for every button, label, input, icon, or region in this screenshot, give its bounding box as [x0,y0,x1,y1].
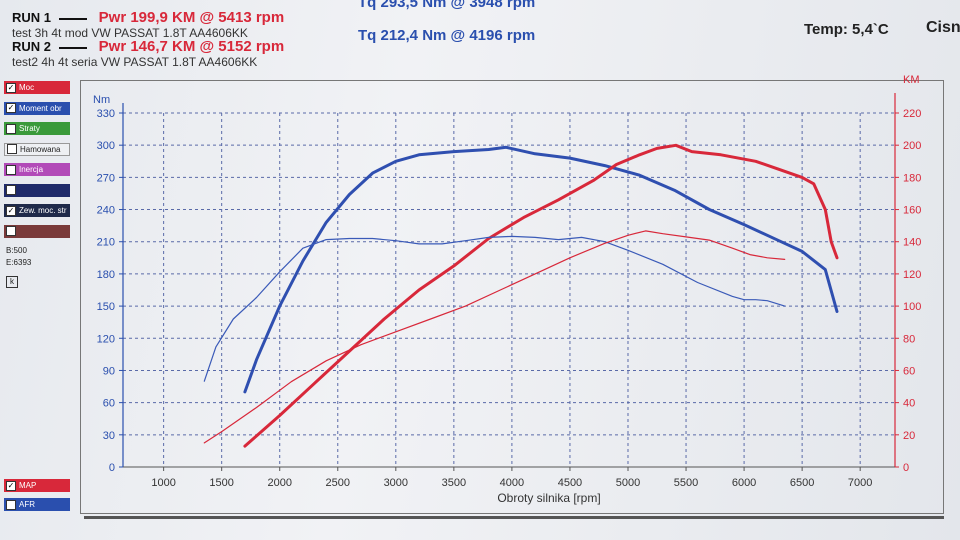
checkbox-sidebar-2[interactable] [6,123,16,134]
y-left-tick-label: 120 [97,333,115,345]
y-left-tick-label: 270 [97,172,115,184]
checkbox-sidebar-4[interactable] [6,164,16,175]
x-tick-label: 3500 [442,477,466,489]
y-left-tick-label: 240 [97,205,115,217]
y-left-tick-label: 210 [97,237,115,249]
e-value: E:6393 [6,258,32,267]
run2-header: RUN 2 Pwr 146,7 KM @ 5152 rpm [12,38,284,55]
y-right-tick-label: 220 [903,108,921,120]
y-left-tick-label: 300 [97,140,115,152]
series-line-2 [203,235,786,382]
sidebar-item-label: Hamowana [20,144,61,154]
sidebar-item-7[interactable] [4,224,70,238]
bottom-rule [84,516,944,519]
sidebar-item-label: Inercja [19,165,44,174]
x-tick-label: 6500 [790,477,814,489]
y-right-unit-label: KM [903,74,920,86]
sidebar-item-label: Straty [19,124,40,133]
x-tick-label: 3000 [384,477,408,489]
run2-description: test2 4h 4t seria VW PASSAT 1.8T AA4606K… [12,55,258,69]
y-right-tick-label: 0 [903,462,909,474]
y-right-tick-label: 80 [903,333,915,345]
sidebar-item-0[interactable]: ✓ Moc [4,81,70,94]
y-left-tick-label: 150 [97,301,115,313]
y-right-tick-label: 40 [903,398,915,410]
y-left-tick-label: 90 [103,365,115,377]
series-line-0 [243,145,839,394]
sidebar-item-label: Zew. moc. str [19,206,67,215]
y-right-tick-label: 100 [903,301,921,313]
sidebar-bottom-item-label: AFR [19,500,35,509]
series-line-1 [243,143,839,448]
x-tick-label: 6000 [732,477,756,489]
x-tick-label: 2000 [267,477,291,489]
y-left-unit-label: Nm [93,94,110,106]
run2-label: RUN 2 [12,39,52,54]
y-right-tick-label: 20 [903,430,915,442]
y-left-tick-label: 60 [103,398,115,410]
checkbox-sidebar-bottom-0[interactable]: ✓ [6,480,16,491]
y-right-tick-label: 180 [903,172,921,184]
checkbox-sidebar-0[interactable]: ✓ [6,82,16,93]
y-right-tick-label: 200 [903,140,921,152]
y-left-tick-label: 330 [97,108,115,120]
chart-frame [80,80,944,514]
sidebar-bottom-item-1[interactable]: AFR [4,498,70,511]
checkbox-sidebar-7[interactable] [6,226,16,236]
b-value: B:500 [6,246,27,255]
sidebar-bottom-item-label: MAP [19,481,37,490]
x-axis-label: Obroty silnika [rpm] [497,491,600,505]
y-right-tick-label: 60 [903,365,915,377]
y-right-tick-label: 120 [903,269,921,281]
sidebar-item-1[interactable]: ✓ Moment obr [4,101,70,115]
checkbox-sidebar-bottom-1[interactable] [6,499,16,510]
checkbox-sidebar-5[interactable] [6,185,16,195]
run1-torque-peak: Tq 293,5 Nm @ 3948 rpm [358,0,536,11]
x-tick-label: 1000 [151,477,175,489]
run1-label: RUN 1 [12,10,52,25]
x-tick-label: 4000 [500,477,524,489]
x-tick-label: 5000 [616,477,640,489]
chart-grid [123,112,895,468]
checkbox-sidebar-6[interactable]: ✓ [6,205,16,216]
run2-line-sample [59,46,88,49]
sidebar-item-6[interactable]: ✓ Zew. moc. str [4,204,70,217]
sidebar-item-5[interactable] [4,183,70,197]
chart-series [203,143,839,448]
checkbox-sidebar-1[interactable]: ✓ [6,103,16,113]
y-right-tick-label: 160 [903,205,921,217]
x-tick-label: 4500 [558,477,582,489]
series-line-3 [203,230,786,444]
sidebar-item-label: Moment obr [19,103,62,113]
y-left-tick-label: 180 [97,269,115,281]
x-tick-label: 7000 [848,477,872,489]
sidebar-item-label: Moc [19,83,35,92]
sidebar-bottom-item-0[interactable]: ✓ MAP [4,479,70,492]
sidebar-item-3[interactable]: Hamowana [4,142,70,156]
run1-header: RUN 1 Pwr 199,9 KM @ 5413 rpm [12,9,284,26]
run1-line-sample [59,17,88,20]
run2-power-peak: Pwr 146,7 KM @ 5152 rpm [98,38,285,55]
pressure-label: Cisn [926,19,960,36]
run1-power-peak: Pwr 199,9 KM @ 5413 rpm [98,9,285,26]
chart-axes: 1000 1500 2000 2500 3000 3500 4000 4500 5000 5500… [93,74,921,505]
sidebar-item-4[interactable]: Inercja [4,163,70,176]
x-tick-label: 2500 [326,477,350,489]
x-tick-label: 1500 [209,477,233,489]
y-left-tick-label: 0 [109,462,115,474]
k-button[interactable]: k [6,276,18,288]
y-right-tick-label: 140 [903,237,921,249]
run2-torque-peak: Tq 212,4 Nm @ 4196 rpm [358,27,536,44]
x-tick-label: 5500 [674,477,698,489]
sidebar-item-2[interactable]: Straty [4,122,70,135]
run1-description: test 3h 4t mod VW PASSAT 1.8T AA4606KK [12,26,248,40]
y-left-tick-label: 30 [103,430,115,442]
temperature-readout: Temp: 5,4`C [804,21,889,38]
checkbox-sidebar-3[interactable] [7,144,17,154]
